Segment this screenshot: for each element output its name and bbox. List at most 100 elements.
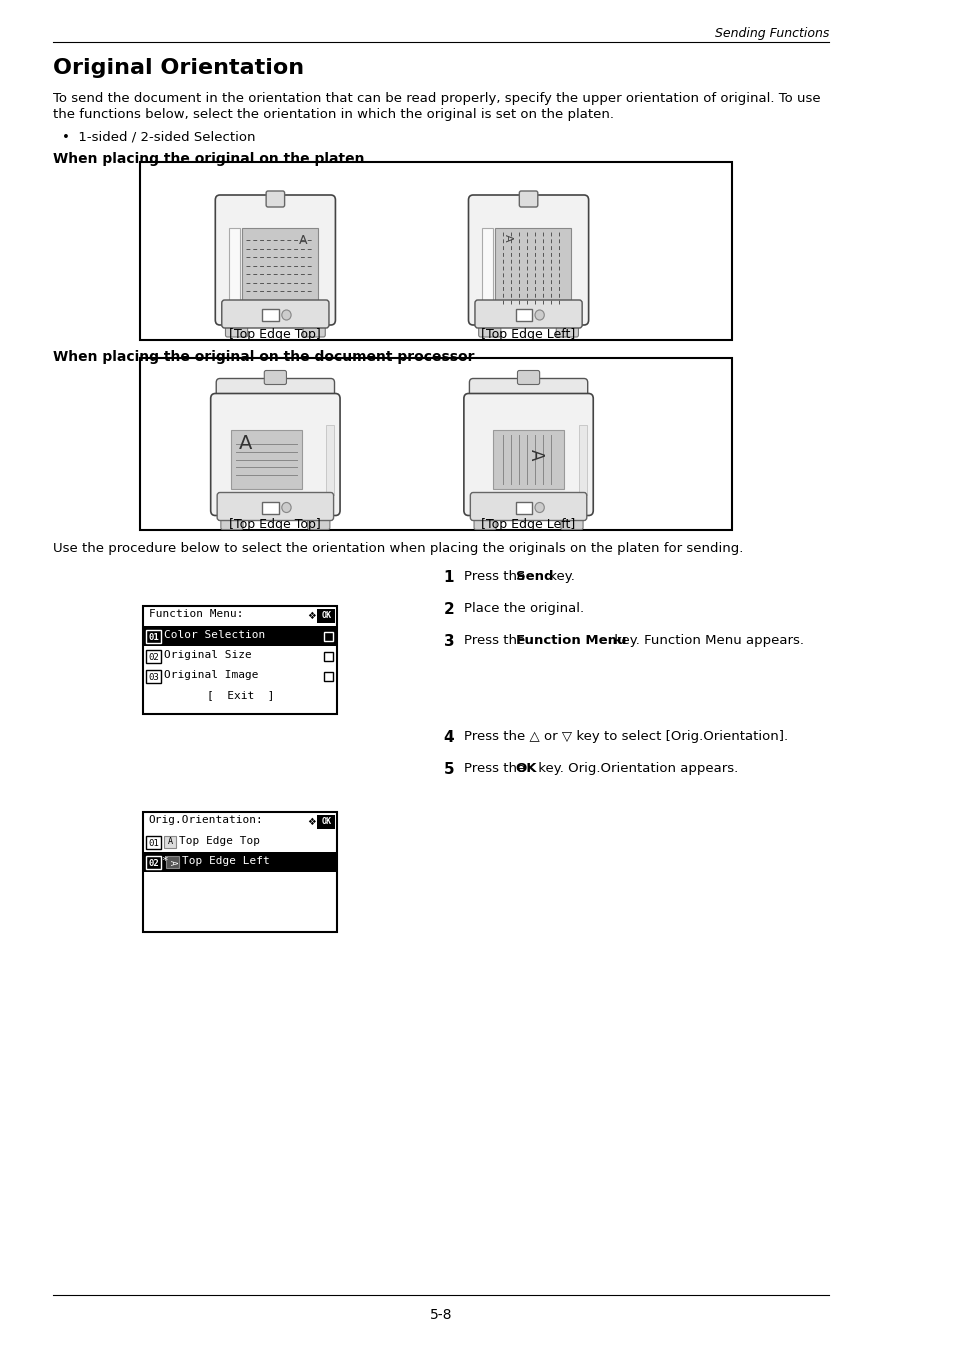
Text: the functions below, select the orientation in which the original is set on the : the functions below, select the orientat… bbox=[52, 108, 613, 122]
Text: Function Menu: Function Menu bbox=[515, 634, 625, 647]
FancyBboxPatch shape bbox=[518, 190, 537, 207]
Text: •  1-sided / 2-sided Selection: • 1-sided / 2-sided Selection bbox=[62, 130, 255, 143]
FancyBboxPatch shape bbox=[303, 321, 325, 338]
Bar bbox=[146, 649, 161, 663]
Bar bbox=[316, 609, 335, 622]
Bar bbox=[146, 856, 161, 869]
FancyBboxPatch shape bbox=[216, 378, 335, 412]
Text: Top Edge Top: Top Edge Top bbox=[179, 836, 260, 846]
Bar bbox=[495, 228, 571, 308]
Bar bbox=[324, 632, 333, 641]
Text: To send the document in the orientation that can be read properly, specify the u: To send the document in the orientation … bbox=[52, 92, 820, 105]
Bar bbox=[479, 424, 577, 494]
Bar bbox=[143, 852, 337, 872]
FancyBboxPatch shape bbox=[556, 321, 578, 338]
Text: Original Orientation: Original Orientation bbox=[52, 58, 303, 78]
FancyBboxPatch shape bbox=[308, 512, 330, 529]
Text: 5: 5 bbox=[443, 761, 454, 778]
Text: 01: 01 bbox=[148, 633, 158, 641]
Text: OK: OK bbox=[321, 612, 331, 621]
FancyBboxPatch shape bbox=[211, 393, 339, 516]
Text: A: A bbox=[298, 234, 307, 247]
Bar bbox=[262, 501, 279, 513]
Text: 01: 01 bbox=[148, 838, 158, 848]
Text: Sending Functions: Sending Functions bbox=[714, 27, 828, 40]
Text: key.: key. bbox=[544, 570, 575, 583]
Bar bbox=[578, 424, 586, 494]
Bar bbox=[143, 811, 337, 932]
Text: 5-8: 5-8 bbox=[429, 1308, 452, 1322]
Text: 3: 3 bbox=[443, 634, 454, 649]
Text: [Top Edge Top]: [Top Edge Top] bbox=[230, 328, 321, 342]
Text: Place the original.: Place the original. bbox=[463, 602, 583, 616]
FancyBboxPatch shape bbox=[225, 321, 248, 338]
FancyBboxPatch shape bbox=[469, 378, 587, 412]
Text: Function Menu:: Function Menu: bbox=[149, 609, 243, 620]
Bar bbox=[146, 836, 161, 849]
Text: Original Size: Original Size bbox=[163, 649, 251, 660]
Bar bbox=[324, 652, 333, 662]
Text: *: * bbox=[161, 856, 168, 865]
FancyBboxPatch shape bbox=[470, 493, 586, 521]
FancyBboxPatch shape bbox=[475, 300, 581, 328]
Text: Press the: Press the bbox=[463, 570, 529, 583]
Text: 02: 02 bbox=[148, 652, 158, 662]
Text: Use the procedure below to select the orientation when placing the originals on : Use the procedure below to select the or… bbox=[52, 541, 742, 555]
Bar bbox=[242, 228, 317, 308]
Circle shape bbox=[535, 310, 544, 320]
Text: 02: 02 bbox=[148, 859, 158, 868]
FancyBboxPatch shape bbox=[463, 393, 593, 516]
Text: ❖: ❖ bbox=[307, 817, 315, 828]
Circle shape bbox=[281, 502, 291, 513]
Text: A: A bbox=[502, 234, 513, 242]
Text: Press the: Press the bbox=[463, 761, 529, 775]
Text: 03: 03 bbox=[148, 672, 158, 682]
Text: OK: OK bbox=[321, 818, 331, 826]
Text: ❖: ❖ bbox=[307, 612, 315, 621]
FancyBboxPatch shape bbox=[221, 300, 329, 328]
FancyBboxPatch shape bbox=[517, 370, 539, 385]
Bar bbox=[231, 429, 301, 489]
Text: 1: 1 bbox=[443, 570, 454, 585]
Text: Top Edge Left: Top Edge Left bbox=[182, 856, 270, 865]
Text: A: A bbox=[168, 837, 172, 846]
Text: key. Orig.Orientation appears.: key. Orig.Orientation appears. bbox=[534, 761, 738, 775]
Text: A: A bbox=[238, 433, 252, 452]
Text: Orig.Orientation:: Orig.Orientation: bbox=[149, 815, 263, 825]
FancyBboxPatch shape bbox=[215, 194, 335, 325]
Text: Original Image: Original Image bbox=[163, 670, 258, 680]
FancyBboxPatch shape bbox=[220, 512, 243, 529]
Bar bbox=[326, 424, 334, 494]
Text: [Top Edge Left]: [Top Edge Left] bbox=[481, 328, 575, 342]
Bar bbox=[140, 162, 731, 340]
FancyBboxPatch shape bbox=[266, 190, 284, 207]
Bar bbox=[226, 424, 324, 494]
Text: [  Exit  ]: [ Exit ] bbox=[206, 690, 274, 701]
Bar bbox=[166, 856, 179, 868]
Bar bbox=[229, 228, 240, 308]
Text: Send: Send bbox=[515, 570, 553, 583]
Circle shape bbox=[535, 502, 544, 513]
FancyBboxPatch shape bbox=[560, 512, 582, 529]
FancyBboxPatch shape bbox=[474, 512, 496, 529]
Bar bbox=[143, 626, 337, 647]
Text: When placing the original on the document processor: When placing the original on the documen… bbox=[52, 350, 474, 365]
Text: [Top Edge Top]: [Top Edge Top] bbox=[230, 518, 321, 531]
Bar bbox=[163, 836, 176, 848]
Bar bbox=[140, 358, 731, 531]
FancyBboxPatch shape bbox=[478, 321, 500, 338]
Bar bbox=[262, 309, 279, 321]
Text: Press the: Press the bbox=[463, 634, 529, 647]
Bar bbox=[146, 670, 161, 683]
Bar bbox=[493, 429, 563, 489]
Text: key. Function Menu appears.: key. Function Menu appears. bbox=[609, 634, 803, 647]
Text: When placing the original on the platen: When placing the original on the platen bbox=[52, 153, 364, 166]
Bar bbox=[515, 309, 532, 321]
Bar bbox=[324, 672, 333, 680]
Bar bbox=[482, 228, 493, 308]
Bar bbox=[316, 815, 335, 829]
Text: OK: OK bbox=[515, 761, 537, 775]
Bar bbox=[515, 501, 532, 513]
Text: A: A bbox=[526, 448, 544, 460]
Bar bbox=[143, 606, 337, 714]
